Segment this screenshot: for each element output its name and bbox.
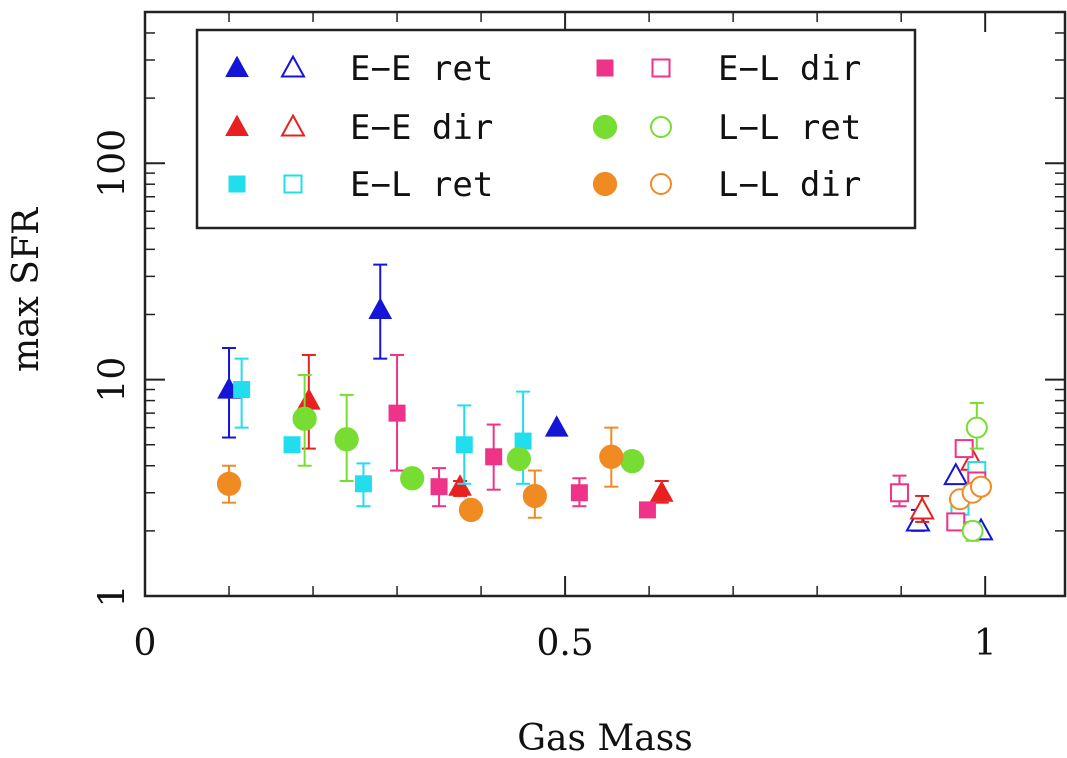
data-point (599, 444, 624, 469)
plot-frame (143, 10, 1067, 598)
legend-label: E−E dir (350, 108, 493, 148)
legend-marker-open (280, 54, 306, 78)
data-point (638, 501, 656, 519)
data-point (620, 449, 645, 474)
data-point (430, 478, 448, 496)
data-point (458, 497, 484, 522)
data-point (233, 381, 251, 399)
y-tick-label: 1 (93, 585, 134, 608)
data-point (216, 471, 242, 496)
legend-label: L−L ret (718, 108, 861, 148)
data-point-open (961, 519, 984, 542)
data-point (354, 475, 372, 493)
legend-label: E−L dir (718, 49, 861, 89)
data-point (283, 436, 301, 454)
x-tick-label: 0 (134, 623, 157, 664)
data-point (455, 436, 473, 454)
data-point (388, 404, 406, 422)
y-tick-label: 100 (93, 129, 134, 198)
x-axis-title: Gas Mass (517, 718, 692, 758)
data-point (570, 484, 588, 502)
data-point (485, 448, 503, 466)
legend-marker-open (651, 58, 671, 78)
legend-label: L−L dir (718, 165, 861, 205)
data-point (544, 415, 569, 437)
data-point-open (905, 508, 931, 532)
data-point (400, 466, 425, 491)
legend-marker-filled (228, 175, 246, 193)
x-tick-label: 0.5 (536, 623, 593, 664)
legend-marker-open (283, 174, 303, 194)
data-point-open (969, 475, 992, 498)
data-point (368, 297, 393, 319)
y-tick-label: 10 (93, 357, 134, 403)
data-point (334, 427, 359, 452)
x-tick-label: 1 (974, 623, 997, 664)
data-point (292, 406, 317, 431)
data-point-open (943, 462, 969, 486)
legend: E−E ret E−E dir E−L ret E−L dir L−L ret L−L d… (195, 28, 917, 230)
data-point (514, 432, 532, 450)
legend-label: E−L ret (350, 165, 493, 205)
data-layer (216, 263, 994, 542)
legend-marker-open (280, 113, 306, 137)
legend-marker-filled (225, 114, 249, 137)
data-point (649, 480, 674, 502)
legend-label: E−E ret (350, 49, 493, 89)
data-point (506, 446, 531, 472)
data-point-open (946, 512, 966, 532)
data-point-open (965, 416, 988, 439)
legend-marker-open (650, 116, 672, 138)
legend-marker-filled (592, 171, 618, 197)
legend-marker-filled (592, 114, 618, 140)
y-axis-title: max SFR (6, 207, 47, 372)
data-point-open (889, 483, 909, 503)
data-point (522, 483, 547, 509)
legend-marker-filled (225, 55, 249, 78)
data-point-open (909, 496, 935, 520)
legend-marker-filled (596, 59, 614, 77)
legend-box (195, 28, 917, 230)
tick-layer: 0 0.5 1 1 10 100 (93, 11, 1065, 664)
legend-marker-open (650, 173, 672, 195)
data-point (448, 474, 472, 496)
